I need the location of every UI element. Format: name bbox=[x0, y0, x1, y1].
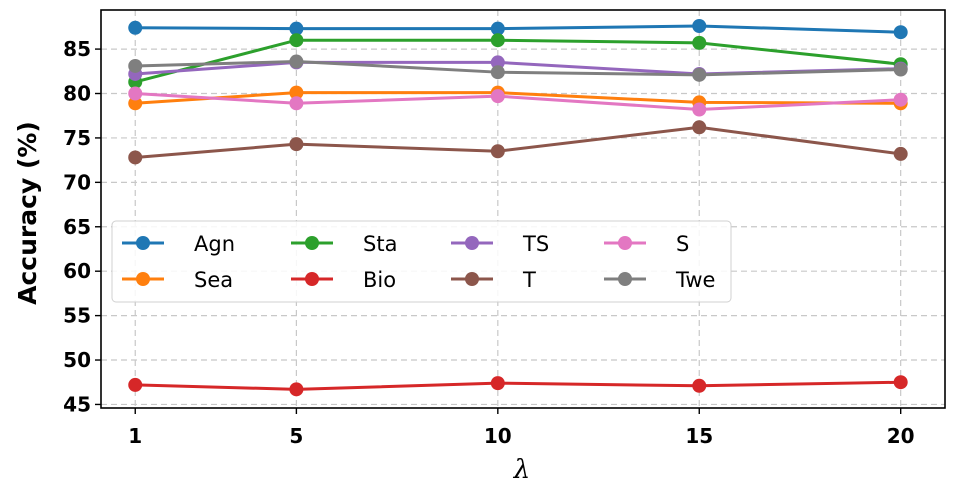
legend-label: Twe bbox=[675, 268, 715, 292]
data-point bbox=[128, 96, 143, 111]
series-layer bbox=[128, 18, 908, 397]
data-point bbox=[289, 54, 304, 69]
data-point bbox=[692, 67, 707, 82]
x-tick-label: 20 bbox=[887, 424, 915, 448]
legend-label: TS bbox=[522, 232, 549, 256]
data-point bbox=[128, 150, 143, 165]
series-ts bbox=[128, 55, 908, 81]
data-point bbox=[490, 89, 505, 104]
legend-item-t: T bbox=[451, 268, 536, 292]
data-point bbox=[692, 378, 707, 393]
legend-label: Agn bbox=[194, 232, 235, 256]
series-line bbox=[135, 24, 901, 34]
data-point bbox=[692, 18, 707, 33]
data-point bbox=[289, 21, 304, 36]
legend-marker bbox=[136, 236, 150, 250]
legend-marker bbox=[136, 272, 150, 286]
data-point bbox=[692, 120, 707, 135]
y-tick-label: 55 bbox=[63, 304, 91, 328]
x-tick-label: 15 bbox=[685, 424, 713, 448]
data-point bbox=[128, 377, 143, 392]
y-tick-label: 80 bbox=[63, 82, 91, 106]
legend-item-sea: Sea bbox=[122, 268, 233, 292]
legend-item-ts: TS bbox=[451, 232, 549, 256]
series-t bbox=[128, 120, 908, 165]
series-line bbox=[134, 38, 901, 84]
y-tick-label: 75 bbox=[63, 126, 91, 150]
legend-marker bbox=[305, 236, 319, 250]
y-tick-label: 85 bbox=[63, 37, 91, 61]
legend-marker bbox=[618, 272, 632, 286]
legend-label: Bio bbox=[363, 268, 396, 292]
plot-frame bbox=[100, 9, 946, 409]
data-point bbox=[893, 62, 908, 77]
x-tick-label: 1 bbox=[128, 424, 142, 448]
data-point bbox=[893, 375, 908, 390]
legend-label: Sta bbox=[363, 232, 397, 256]
data-point bbox=[490, 55, 505, 70]
x-tick-label: 5 bbox=[289, 424, 303, 448]
legend-marker bbox=[618, 236, 632, 250]
legend-label: T bbox=[522, 268, 536, 292]
x-axis-label: λ bbox=[513, 455, 530, 485]
series-twe bbox=[128, 54, 908, 82]
legend-label: S bbox=[676, 232, 689, 256]
y-tick-label: 60 bbox=[63, 259, 91, 283]
y-tick-label: 65 bbox=[63, 215, 91, 239]
y-tick-label: 45 bbox=[63, 392, 91, 416]
data-point bbox=[128, 58, 143, 73]
series-sta bbox=[128, 33, 908, 89]
legend-marker bbox=[465, 272, 479, 286]
y-tick-label: 50 bbox=[63, 348, 91, 372]
series-line bbox=[135, 125, 901, 159]
y-tick-label: 70 bbox=[63, 170, 91, 194]
data-point bbox=[128, 86, 143, 101]
data-point bbox=[289, 382, 304, 397]
data-point bbox=[490, 21, 505, 36]
data-point bbox=[289, 137, 304, 152]
y-axis-label: Accuracy (%) bbox=[13, 121, 42, 305]
legend-item-twe: Twe bbox=[604, 268, 715, 292]
data-point bbox=[289, 33, 304, 48]
series-bio bbox=[128, 375, 908, 397]
legend-item-sta: Sta bbox=[291, 232, 397, 256]
data-point bbox=[893, 146, 908, 161]
series-agn bbox=[128, 18, 908, 40]
legend-box bbox=[111, 220, 732, 303]
data-point bbox=[490, 65, 505, 80]
legend-item-bio: Bio bbox=[291, 268, 396, 292]
data-point bbox=[128, 20, 143, 35]
legend-marker bbox=[465, 236, 479, 250]
series-s bbox=[128, 86, 908, 117]
data-point bbox=[692, 35, 707, 50]
data-point bbox=[490, 144, 505, 159]
legend-item-s: S bbox=[604, 232, 689, 256]
data-point bbox=[893, 25, 908, 40]
data-point bbox=[893, 92, 908, 107]
data-point bbox=[289, 96, 304, 111]
data-point bbox=[289, 85, 304, 100]
x-tick-label: 10 bbox=[484, 424, 512, 448]
legend-item-agn: Agn bbox=[122, 232, 235, 256]
data-point bbox=[490, 376, 505, 391]
legend-label: Sea bbox=[194, 268, 233, 292]
data-point bbox=[490, 33, 505, 48]
data-point bbox=[692, 102, 707, 117]
series-line bbox=[135, 380, 901, 391]
legend-marker bbox=[305, 272, 319, 286]
